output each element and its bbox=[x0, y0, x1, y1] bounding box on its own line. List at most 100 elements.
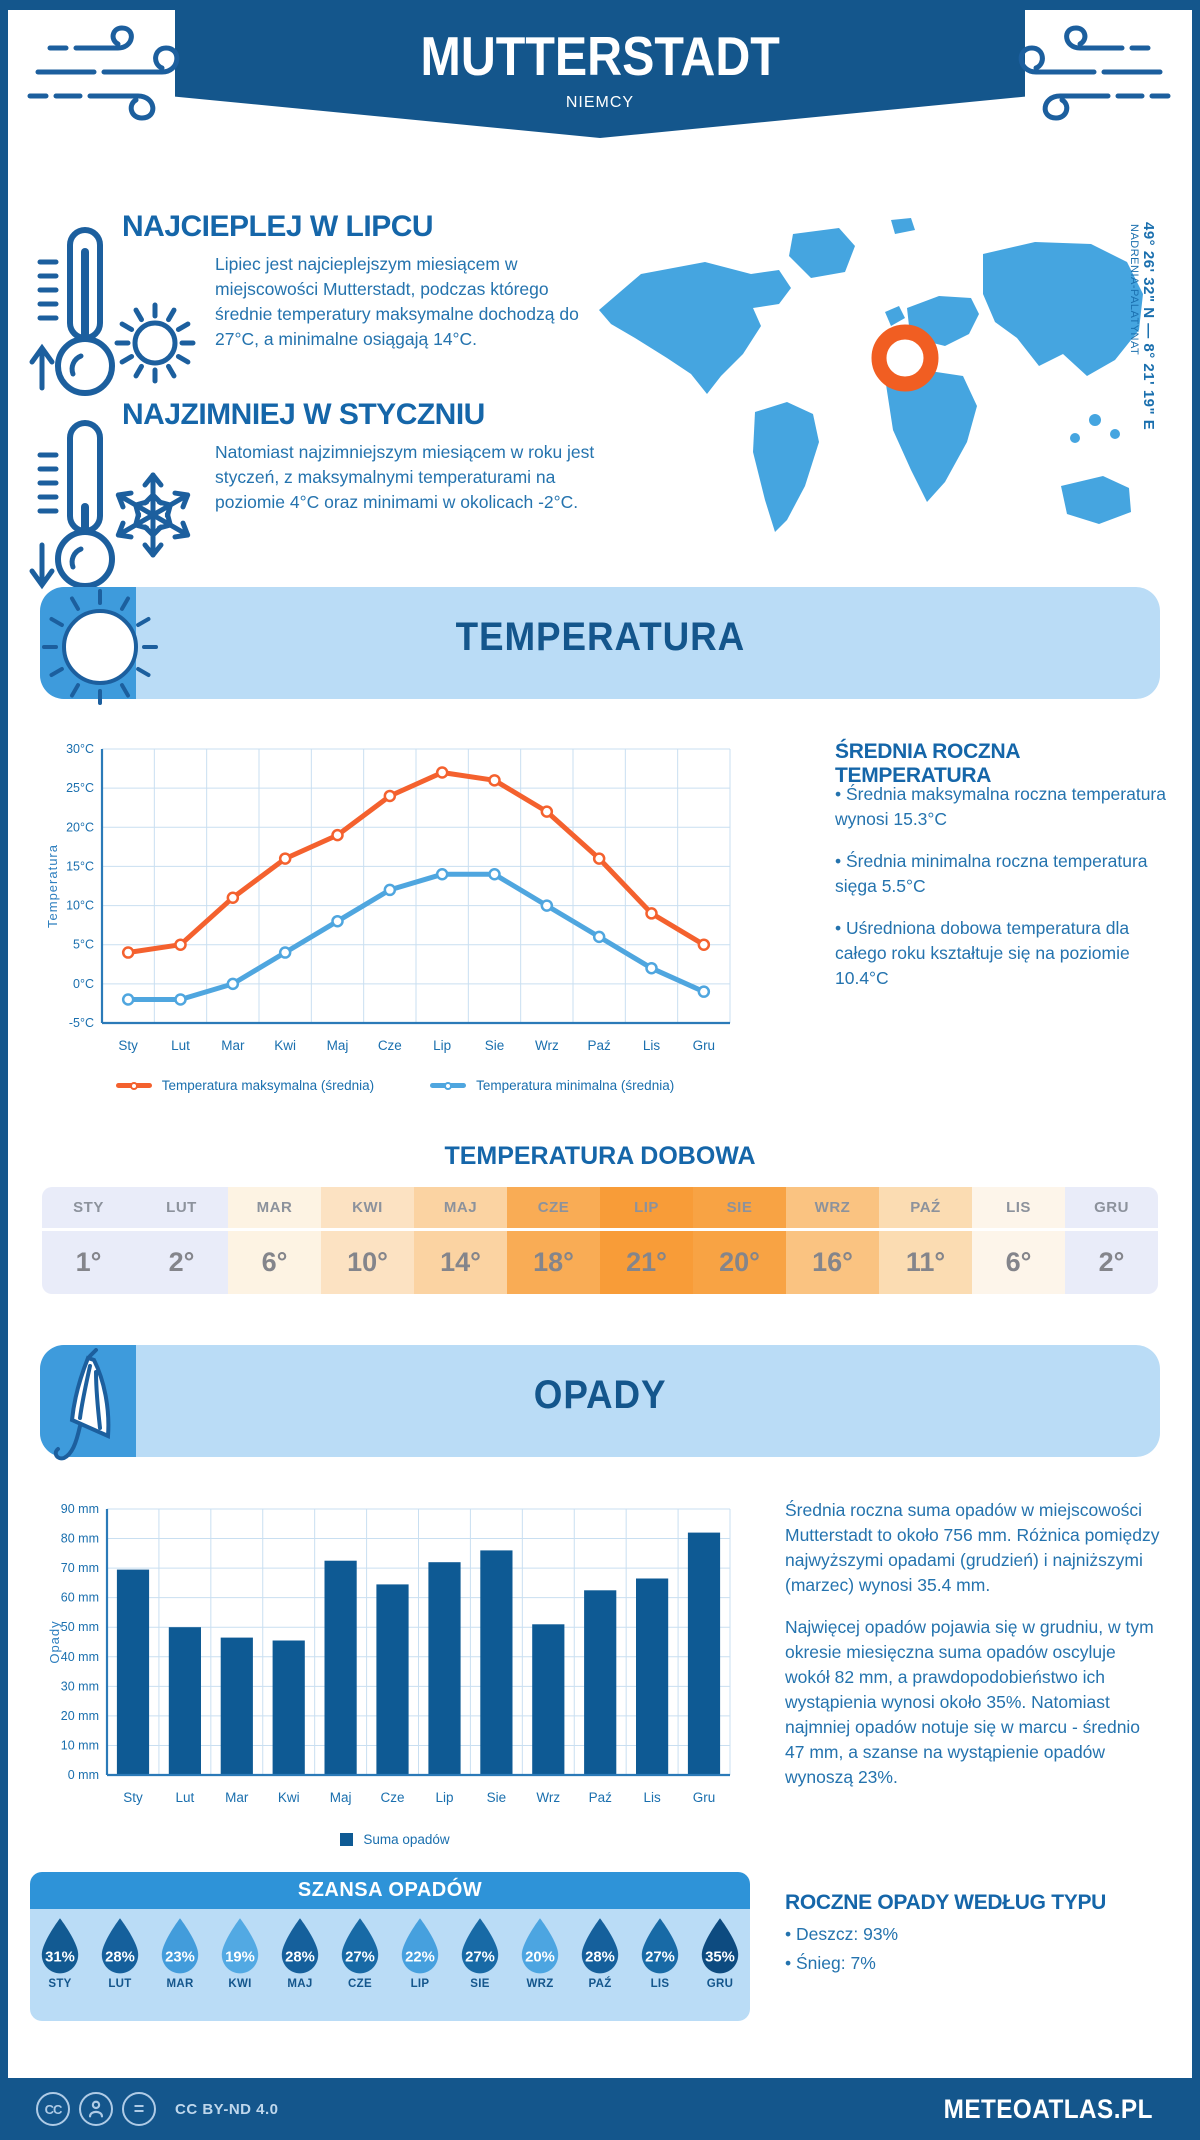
svg-text:0 mm: 0 mm bbox=[68, 1768, 99, 1782]
table-month-header: SIE bbox=[726, 1199, 753, 1216]
precipitation-bar-chart: 90 mm 80 mm 70 mm 60 mm 50 mm 40 mm 30 mm 20 mm… bbox=[47, 1502, 731, 1805]
droplet-slot-LIP: 22% LIP bbox=[390, 1909, 450, 2021]
annual-temperature-bullets: • Średnia maksymalna roczna temperatura … bbox=[835, 782, 1170, 1008]
svg-text:Maj: Maj bbox=[327, 1038, 349, 1053]
table-month-header: WRZ bbox=[814, 1199, 851, 1216]
svg-text:Lut: Lut bbox=[171, 1038, 190, 1053]
legend-line-marker bbox=[430, 1081, 467, 1090]
svg-text:Lip: Lip bbox=[433, 1038, 451, 1053]
droplet-month-label: PAŹ bbox=[588, 1978, 612, 1990]
droplet-slot-KWI: 19% KWI bbox=[210, 1909, 270, 2021]
warmest-text: Lipiec jest najcieplejszym miesiącem w m… bbox=[215, 254, 579, 349]
bar-Lis bbox=[636, 1578, 669, 1775]
coldest-heading: NAJZIMNIEJ W STYCZNIU bbox=[122, 398, 485, 431]
coordinates-text: 49° 26' 32" N — 8° 21' 19" E bbox=[1140, 222, 1157, 431]
svg-text:80 mm: 80 mm bbox=[61, 1532, 99, 1546]
table-temp-value: 16° bbox=[786, 1228, 879, 1294]
umbrella-icon bbox=[53, 1348, 111, 1461]
droplet-month-label: LIP bbox=[410, 1978, 430, 1990]
table-month-header: LIP bbox=[634, 1199, 659, 1216]
map-marker-ring bbox=[871, 324, 939, 392]
table-month-header: CZE bbox=[537, 1199, 570, 1216]
bar-chart-ytick-labels: 90 mm 80 mm 70 mm 60 mm 50 mm 40 mm 30 mm 20 mm… bbox=[61, 1502, 99, 1782]
droplet-month-label: STY bbox=[48, 1978, 72, 1990]
droplet-slot-WRZ: 20% WRZ bbox=[510, 1909, 570, 2021]
sun-icon bbox=[114, 302, 196, 384]
svg-text:50 mm: 50 mm bbox=[61, 1620, 99, 1634]
bar-chart-legend: Suma opadów bbox=[45, 1832, 745, 1847]
droplet-month-label: LIS bbox=[650, 1978, 670, 1990]
table-column-LIP: LIP 21° bbox=[600, 1187, 693, 1294]
svg-text:0°C: 0°C bbox=[73, 977, 94, 991]
type-bullet-0: • Deszcz: 93% bbox=[785, 1924, 899, 1944]
svg-text:15°C: 15°C bbox=[66, 859, 94, 873]
table-column-PAŹ: PAŹ 11° bbox=[879, 1187, 972, 1294]
license-label: CC BY-ND 4.0 bbox=[175, 2100, 279, 2118]
svg-text:25°C: 25°C bbox=[66, 781, 94, 795]
droplet-month-label: KWI bbox=[228, 1978, 252, 1990]
region-text: NADRENIA-PALATYNAT bbox=[1128, 224, 1140, 356]
bar-chart-axes bbox=[105, 1509, 730, 1777]
table-month-header: MAJ bbox=[443, 1199, 478, 1216]
droplet-slot-STY: 31% STY bbox=[30, 1909, 90, 2021]
attribution-person-icon bbox=[79, 2092, 113, 2126]
line-chart-axes bbox=[100, 749, 730, 1025]
table-column-LIS: LIS 6° bbox=[972, 1187, 1065, 1294]
site-name: METEOATLAS.PL bbox=[943, 2093, 1153, 2124]
droplet-month-label: MAR bbox=[166, 1978, 194, 1990]
table-column-WRZ: WRZ 16° bbox=[786, 1187, 879, 1294]
droplet-percent: 22% bbox=[405, 1949, 435, 1965]
right-border bbox=[1192, 0, 1200, 2140]
snowflake-icon bbox=[108, 472, 198, 558]
page-title: MUTTERSTADT bbox=[420, 25, 780, 87]
raindrop-icon: 20% bbox=[521, 1918, 559, 1974]
bar-Cze bbox=[376, 1584, 409, 1775]
svg-text:20 mm: 20 mm bbox=[61, 1709, 99, 1723]
raindrop-icon: 19% bbox=[221, 1918, 259, 1974]
type-bullet-1: • Śnieg: 7% bbox=[785, 1953, 876, 1973]
svg-text:70 mm: 70 mm bbox=[61, 1561, 99, 1575]
line-series-1-points bbox=[121, 868, 711, 1006]
raindrop-icon: 23% bbox=[161, 1918, 199, 1974]
legend-item-1: Temperatura minimalna (średnia) bbox=[430, 1078, 674, 1093]
world-map bbox=[599, 218, 1143, 532]
table-temp-value: 2° bbox=[1065, 1228, 1158, 1294]
svg-text:Lut: Lut bbox=[175, 1790, 194, 1805]
svg-text:Lis: Lis bbox=[643, 1790, 661, 1805]
svg-text:Lip: Lip bbox=[435, 1790, 453, 1805]
svg-text:40 mm: 40 mm bbox=[61, 1650, 99, 1664]
location-coordinates: 49° 26' 32" N — 8° 21' 19" E NADRENIA-PA… bbox=[1128, 222, 1157, 482]
svg-text:Paź: Paź bbox=[589, 1790, 613, 1805]
droplet-slot-MAR: 23% MAR bbox=[150, 1909, 210, 2021]
svg-text:10°C: 10°C bbox=[66, 899, 94, 913]
legend-marker-dot bbox=[444, 1081, 453, 1090]
precipitation-type-bullets: • Deszcz: 93% • Śnieg: 7% bbox=[785, 1922, 1145, 1980]
svg-text:Mar: Mar bbox=[225, 1790, 249, 1805]
svg-text:30°C: 30°C bbox=[66, 742, 94, 756]
bar-Maj bbox=[324, 1560, 357, 1775]
svg-text:Maj: Maj bbox=[330, 1790, 352, 1805]
table-month-header: GRU bbox=[1094, 1199, 1129, 1216]
wind-icon bbox=[27, 25, 180, 121]
cc-icon: CC bbox=[36, 2092, 70, 2126]
annual-bullet-2: • Uśredniona dobowa temperatura dla całe… bbox=[835, 918, 1130, 988]
svg-text:10 mm: 10 mm bbox=[61, 1738, 99, 1752]
precipitation-paragraph-0: Średnia roczna suma opadów w miejscowośc… bbox=[785, 1500, 1160, 1595]
table-month-header: MAR bbox=[256, 1199, 293, 1216]
table-month-header: LIS bbox=[1006, 1199, 1031, 1216]
line-series-1 bbox=[125, 871, 707, 1002]
droplet-slot-SIE: 27% SIE bbox=[450, 1909, 510, 2021]
daily-temperature-heading: TEMPERATURA DOBOWA bbox=[444, 1142, 756, 1170]
droplet-slot-MAJ: 28% MAJ bbox=[270, 1909, 330, 2021]
equals-icon: = bbox=[122, 2092, 156, 2126]
svg-text:Sty: Sty bbox=[123, 1790, 143, 1805]
droplet-slot-CZE: 27% CZE bbox=[330, 1909, 390, 2021]
table-column-STY: STY 1° bbox=[42, 1187, 135, 1294]
legend-item-bar: Suma opadów bbox=[340, 1832, 450, 1847]
line-chart-grid bbox=[101, 748, 731, 1024]
table-month-header: STY bbox=[73, 1199, 104, 1216]
coldest-text: Natomiast najzimniejszym miesiącem w rok… bbox=[215, 442, 595, 512]
svg-text:Gru: Gru bbox=[693, 1038, 716, 1053]
bar-Sie bbox=[480, 1550, 513, 1775]
svg-text:Sty: Sty bbox=[118, 1038, 138, 1053]
